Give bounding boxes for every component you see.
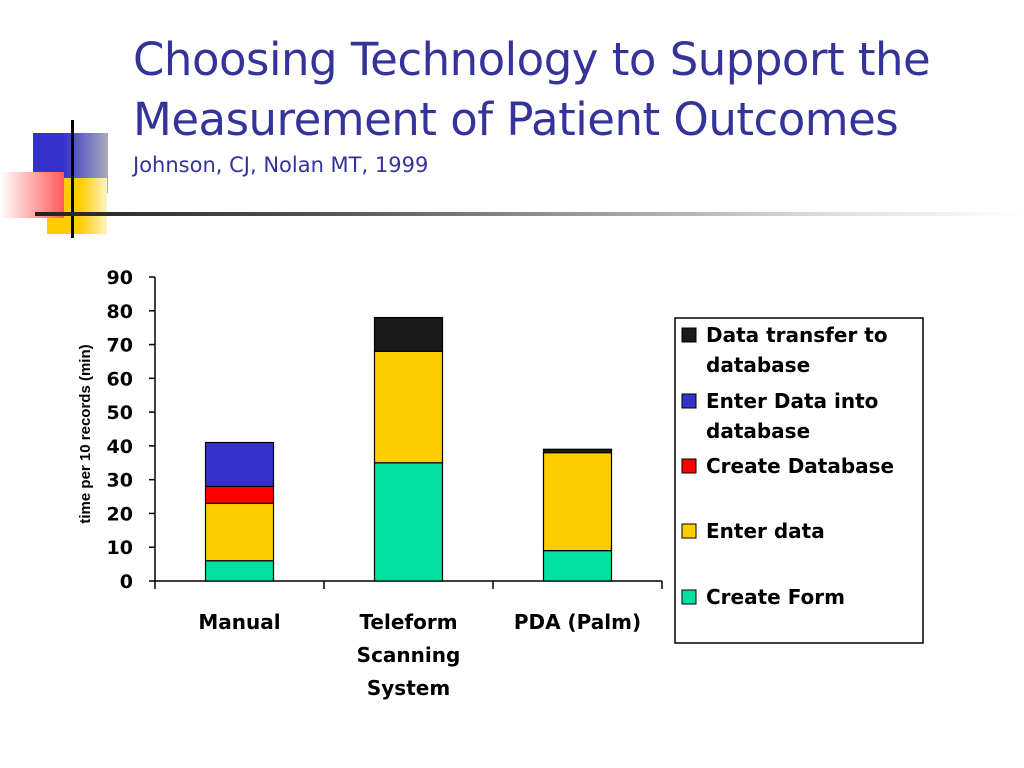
legend-swatch bbox=[681, 393, 697, 409]
chart-legend: Data transfer to database Enter Data into d… bbox=[674, 317, 924, 644]
y-tick-label: 50 bbox=[107, 402, 133, 424]
x-category-label: Teleform bbox=[359, 610, 457, 634]
legend-swatch bbox=[681, 589, 697, 605]
title-underline bbox=[35, 212, 1024, 216]
y-tick-label: 40 bbox=[107, 436, 133, 458]
vertical-line bbox=[71, 120, 74, 238]
legend-entry-label: database bbox=[706, 353, 810, 377]
legend-entry-label: Create Form bbox=[706, 585, 845, 609]
legend-entry-label: database bbox=[706, 419, 810, 443]
x-category-label: PDA (Palm) bbox=[514, 610, 641, 634]
y-tick-label: 30 bbox=[107, 470, 133, 492]
x-category-label: Scanning bbox=[357, 643, 461, 667]
legend-swatch bbox=[681, 458, 697, 474]
x-category-label: Manual bbox=[198, 610, 280, 634]
y-tick-label: 80 bbox=[107, 301, 133, 323]
bar-segment-enter-data bbox=[542, 452, 613, 552]
legend-entry-label: Enter data bbox=[706, 519, 825, 543]
y-tick-label: 0 bbox=[120, 571, 133, 593]
x-category-label: System bbox=[367, 676, 450, 700]
y-axis-label: time per 10 records (min) bbox=[77, 344, 94, 523]
bar-segment-create-form bbox=[373, 462, 444, 582]
slide-subtitle: Johnson, CJ, Nolan MT, 1999 bbox=[133, 153, 429, 177]
title-line-2: Measurement of Patient Outcomes bbox=[133, 93, 899, 146]
bar-segment-data-transfer-to-database bbox=[373, 316, 444, 352]
corner-decoration bbox=[0, 0, 130, 240]
bar-segment-data-transfer-to-database bbox=[542, 448, 613, 454]
bar-segment-enter-data-into-database bbox=[204, 441, 275, 488]
legend-entry-label: Enter Data into bbox=[706, 389, 878, 413]
legend-swatch bbox=[681, 523, 697, 539]
chart-bars bbox=[204, 316, 613, 582]
legend-swatch bbox=[681, 327, 697, 343]
chart-labels: 0 10 20 30 40 50 60 70 80 90 time per 10 records (… bbox=[77, 267, 641, 700]
slide-title: Choosing Technology to Support the Measu… bbox=[133, 30, 1013, 150]
y-tick-label: 10 bbox=[107, 537, 133, 559]
bar-segment-create-form bbox=[542, 549, 613, 582]
legend-entry-label: Data transfer to bbox=[706, 323, 888, 347]
y-tick-label: 20 bbox=[107, 503, 133, 525]
legend-entry-label: Create Database bbox=[706, 454, 894, 478]
bar-segment-enter-data bbox=[373, 350, 444, 464]
legend-box bbox=[674, 317, 924, 644]
y-tick-label: 90 bbox=[107, 267, 133, 289]
red-bar bbox=[0, 172, 64, 218]
y-tick-label: 60 bbox=[107, 368, 133, 390]
bar-segment-create-form bbox=[204, 560, 275, 582]
title-line-1: Choosing Technology to Support the bbox=[133, 33, 931, 86]
y-tick-label: 70 bbox=[107, 335, 133, 357]
bar-segment-enter-data bbox=[204, 502, 275, 562]
bar-segment-create-database bbox=[204, 485, 275, 504]
